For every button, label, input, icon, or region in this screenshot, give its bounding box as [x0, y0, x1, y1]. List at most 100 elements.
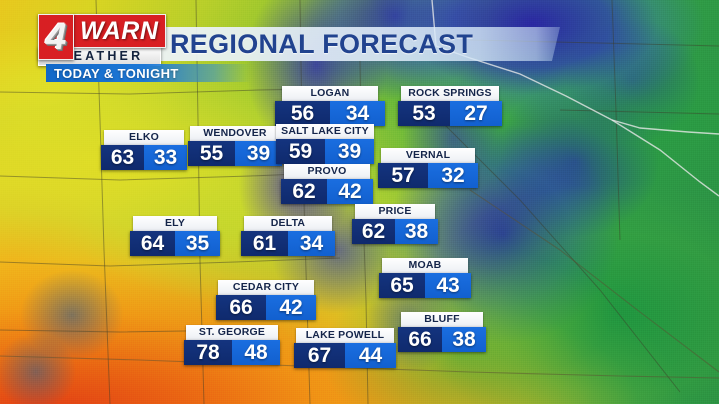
low-temperature: 27 [450, 101, 502, 126]
city-forecast-chip: CEDAR CITY 66 42 [216, 280, 316, 320]
high-temperature: 63 [101, 145, 144, 170]
temperature-row: 78 48 [184, 340, 280, 365]
temperature-row: 64 35 [130, 231, 220, 256]
channel-number-badge: 4 [38, 14, 74, 60]
city-name-text: ROCK SPRINGS [408, 87, 492, 100]
high-temperature-value: 65 [390, 274, 414, 297]
low-temperature: 42 [327, 179, 373, 204]
low-temperature-value: 42 [338, 180, 362, 203]
warn-text: WARN [80, 16, 159, 45]
high-temperature-value: 55 [199, 142, 224, 165]
low-temperature: 39 [235, 141, 282, 166]
high-temperature: 64 [130, 231, 175, 256]
low-temperature: 34 [330, 101, 385, 126]
city-forecast-chip: LOGAN 56 34 [275, 86, 385, 126]
city-forecast-chip: LAKE POWELL 67 44 [294, 328, 396, 368]
low-temperature-value: 32 [441, 164, 465, 187]
low-temperature: 42 [266, 295, 316, 320]
temperature-row: 61 34 [241, 231, 335, 256]
high-temperature-value: 64 [140, 232, 165, 255]
city-forecast-chip: DELTA 61 34 [241, 216, 335, 256]
low-temperature: 34 [288, 231, 335, 256]
temperature-row: 67 44 [294, 343, 396, 368]
city-name-text: LOGAN [310, 87, 350, 100]
high-temperature: 56 [275, 101, 330, 126]
high-temperature-value: 67 [307, 344, 332, 367]
city-name-label: CEDAR CITY [218, 280, 314, 295]
low-temperature-value: 34 [299, 232, 324, 255]
temperature-row: 59 39 [276, 139, 374, 164]
city-name-text: PROVO [307, 165, 347, 178]
city-forecast-chip: PROVO 62 42 [281, 164, 373, 204]
city-name-label: LAKE POWELL [296, 328, 394, 343]
low-temperature-value: 33 [153, 146, 178, 169]
city-name-text: VERNAL [405, 149, 451, 162]
weather-text: WEATHER [58, 49, 144, 64]
high-temperature: 62 [281, 179, 327, 204]
temperature-row: 62 42 [281, 179, 373, 204]
city-name-label: PRICE [355, 204, 435, 219]
high-temperature: 62 [352, 219, 395, 244]
temperature-row: 55 39 [188, 141, 282, 166]
high-temperature-value: 56 [290, 102, 315, 125]
station-logo: 4 WARN WEATHER [38, 14, 167, 66]
temperature-row: 62 38 [352, 219, 438, 244]
low-temperature: 38 [395, 219, 438, 244]
high-temperature: 61 [241, 231, 288, 256]
city-name-text: LAKE POWELL [305, 329, 385, 342]
low-temperature: 44 [345, 343, 396, 368]
temperature-row: 53 27 [398, 101, 502, 126]
city-forecast-chip: ELY 64 35 [130, 216, 220, 256]
high-temperature: 53 [398, 101, 450, 126]
city-name-text: MOAB [408, 259, 442, 272]
high-temperature: 66 [216, 295, 266, 320]
city-forecast-chip: VERNAL 57 32 [378, 148, 478, 188]
city-name-label: SALT LAKE CITY [276, 124, 374, 139]
city-name-label: VERNAL [381, 148, 475, 163]
low-temperature-value: 39 [246, 142, 271, 165]
low-temperature-value: 42 [279, 296, 303, 319]
city-forecast-chip: ST. GEORGE 78 48 [184, 325, 280, 365]
subtitle-text: TODAY & TONIGHT [54, 65, 179, 81]
city-forecast-chip: MOAB 65 43 [379, 258, 471, 298]
city-name-label: ELY [133, 216, 217, 231]
low-temperature-value: 38 [452, 328, 476, 351]
high-temperature-value: 57 [391, 164, 415, 187]
high-temperature: 59 [276, 139, 325, 164]
subtitle-bar: TODAY & TONIGHT [46, 64, 251, 82]
high-temperature: 78 [184, 340, 232, 365]
low-temperature-value: 44 [358, 344, 383, 367]
high-temperature-value: 62 [361, 220, 386, 243]
city-forecast-chip: PRICE 62 38 [352, 204, 438, 244]
low-temperature: 32 [428, 163, 478, 188]
city-name-text: DELTA [270, 217, 306, 230]
city-name-text: CEDAR CITY [232, 281, 300, 294]
city-name-label: WENDOVER [190, 126, 280, 141]
temperature-row: 57 32 [378, 163, 478, 188]
city-forecast-chip: ELKO 63 33 [101, 130, 187, 170]
city-name-label: DELTA [244, 216, 332, 231]
high-temperature-value: 62 [292, 180, 316, 203]
city-name-text: SALT LAKE CITY [281, 125, 369, 138]
city-forecast-chip: SALT LAKE CITY 59 39 [276, 124, 374, 164]
low-temperature-value: 39 [337, 140, 362, 163]
city-name-text: ELKO [129, 131, 159, 144]
low-temperature: 38 [442, 327, 486, 352]
temperature-row: 66 38 [398, 327, 486, 352]
city-name-label: ELKO [104, 130, 184, 145]
temperature-row: 56 34 [275, 101, 385, 126]
temperature-row: 65 43 [379, 273, 471, 298]
city-name-text: PRICE [378, 205, 412, 218]
high-temperature: 65 [379, 273, 425, 298]
temperature-row: 63 33 [101, 145, 187, 170]
low-temperature-value: 27 [464, 102, 488, 125]
city-name-label: ROCK SPRINGS [401, 86, 499, 101]
page-title: REGIONAL FORECAST [158, 27, 560, 61]
warn-badge: WARN [73, 14, 167, 48]
page-title-text: REGIONAL FORECAST [170, 28, 474, 59]
low-temperature-value: 38 [404, 220, 429, 243]
low-temperature-value: 34 [345, 102, 370, 125]
high-temperature-value: 66 [229, 296, 253, 319]
low-temperature: 33 [144, 145, 187, 170]
